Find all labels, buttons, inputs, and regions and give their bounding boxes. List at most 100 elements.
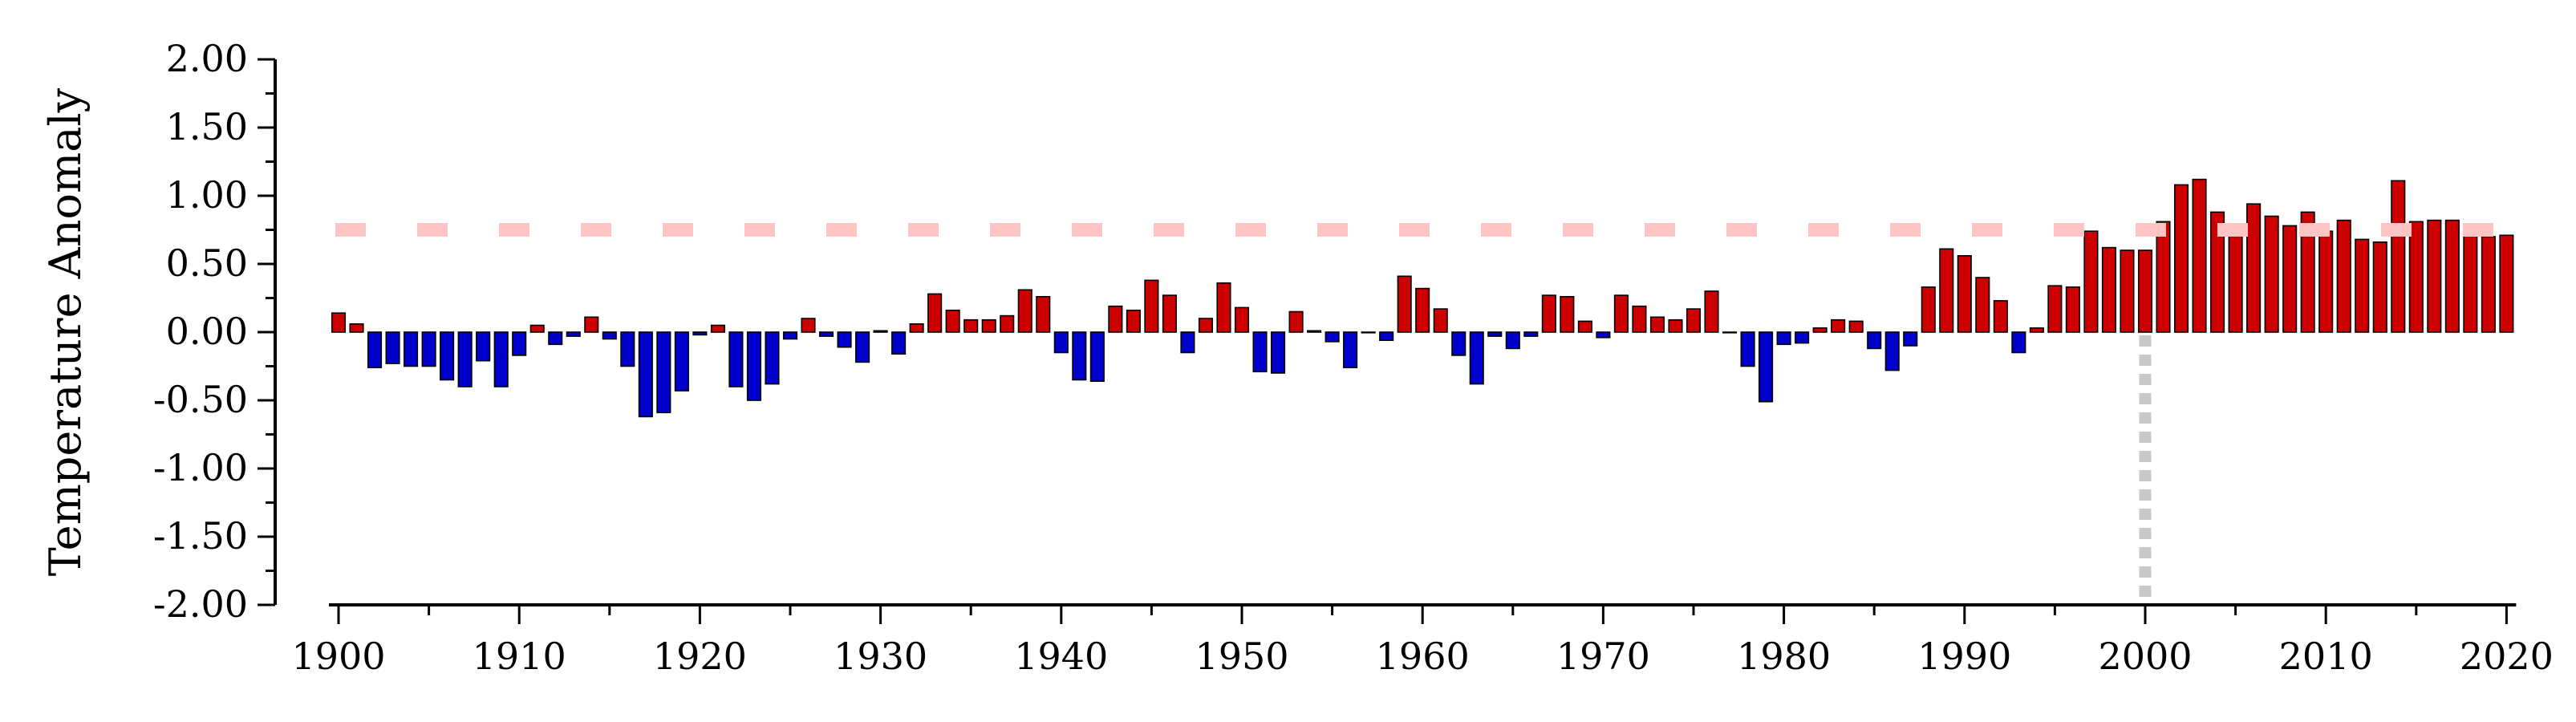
bar-2001 <box>2156 221 2171 333</box>
bar-1930 <box>873 330 888 333</box>
bar-1954 <box>1307 330 1322 333</box>
axes-layer <box>258 58 2517 624</box>
bar-1975 <box>1686 308 1702 333</box>
bar-1947 <box>1180 331 1195 354</box>
bar-1989 <box>1939 248 1954 333</box>
bar-1941 <box>1072 331 1087 381</box>
bar-1933 <box>927 293 943 333</box>
bar-1973 <box>1649 316 1665 333</box>
bar-1966 <box>1523 331 1539 337</box>
bar-1923 <box>746 331 762 401</box>
bar-1950 <box>1234 306 1250 333</box>
x-tick-label: 1920 <box>653 635 747 678</box>
bar-1939 <box>1036 295 1051 333</box>
reference-lines-layer <box>335 223 2513 605</box>
bar-2012 <box>2355 238 2370 333</box>
bar-1971 <box>1613 294 1629 333</box>
bar-1905 <box>421 331 436 367</box>
bar-1964 <box>1487 331 1503 337</box>
bar-1909 <box>493 331 509 387</box>
bar-1965 <box>1505 331 1520 350</box>
bar-1937 <box>1000 314 1015 333</box>
bar-1938 <box>1017 289 1032 333</box>
bar-1963 <box>1469 331 1484 385</box>
bar-1949 <box>1216 282 1231 333</box>
x-tick-label: 1900 <box>291 635 385 678</box>
bar-1976 <box>1704 290 1719 333</box>
bar-1945 <box>1144 279 1159 333</box>
x-tick-label: 1980 <box>1737 635 1831 678</box>
bar-1969 <box>1577 320 1592 333</box>
bar-1956 <box>1343 331 1358 369</box>
bar-1912 <box>548 331 563 346</box>
y-tick-label: 1.50 <box>166 105 248 148</box>
bar-1921 <box>710 324 725 333</box>
bar-1960 <box>1415 287 1430 333</box>
bar-2006 <box>2246 203 2262 333</box>
bar-1991 <box>1975 277 1990 333</box>
bar-1906 <box>440 331 455 381</box>
bar-1981 <box>1795 331 1810 344</box>
bar-1992 <box>1993 300 2008 333</box>
bar-1993 <box>2011 331 2026 354</box>
bar-1914 <box>584 316 599 333</box>
bar-2018 <box>2463 233 2478 333</box>
bar-2009 <box>2300 211 2315 333</box>
x-tick-label: 1910 <box>473 635 566 678</box>
bar-1922 <box>728 331 744 387</box>
bar-2016 <box>2427 219 2442 333</box>
bar-1982 <box>1812 327 1828 333</box>
bar-1932 <box>909 322 924 333</box>
bar-2007 <box>2264 215 2279 333</box>
bar-2008 <box>2282 225 2298 333</box>
y-tick-label: -2.00 <box>153 582 248 626</box>
bar-1919 <box>674 331 689 391</box>
bar-1936 <box>981 318 996 333</box>
bar-1983 <box>1831 318 1846 333</box>
bar-2019 <box>2481 236 2496 333</box>
bar-1994 <box>2029 327 2044 333</box>
bar-2005 <box>2228 230 2243 333</box>
bars-layer <box>331 178 2514 418</box>
x-tick-label: 2010 <box>2279 635 2373 678</box>
y-tick-label: 0.00 <box>166 310 248 353</box>
bar-1925 <box>782 331 798 340</box>
bar-2003 <box>2192 178 2207 333</box>
y-tick-label: -0.50 <box>153 378 248 421</box>
bar-1979 <box>1759 331 1774 403</box>
bar-1968 <box>1560 295 1575 333</box>
bar-1997 <box>2083 230 2099 333</box>
bar-2000 <box>2137 249 2153 333</box>
bar-1988 <box>1921 286 1936 333</box>
bar-1924 <box>765 331 780 385</box>
bar-2010 <box>2318 230 2334 333</box>
bar-2013 <box>2372 241 2387 333</box>
bar-1904 <box>404 331 419 367</box>
y-tick-label: 2.00 <box>166 37 248 80</box>
bar-2017 <box>2444 219 2460 333</box>
bar-1913 <box>566 331 581 337</box>
bar-1918 <box>656 331 671 414</box>
bar-1931 <box>891 331 907 355</box>
bar-1996 <box>2065 286 2080 333</box>
x-tick-label: 1960 <box>1376 635 1470 678</box>
bar-1986 <box>1884 331 1900 371</box>
bar-1961 <box>1433 308 1448 333</box>
bar-1995 <box>2047 285 2063 333</box>
bar-1929 <box>855 331 870 363</box>
bar-1974 <box>1668 318 1683 333</box>
bar-1946 <box>1162 294 1177 333</box>
bar-1952 <box>1270 331 1286 374</box>
x-tick-label: 1940 <box>1014 635 1108 678</box>
bar-1967 <box>1541 294 1556 333</box>
x-tick-label: 1930 <box>834 635 927 678</box>
y-tick-label: 0.50 <box>166 241 248 285</box>
bar-1957 <box>1361 331 1376 334</box>
bar-2020 <box>2499 234 2514 333</box>
bar-1984 <box>1848 320 1864 333</box>
bar-1977 <box>1722 331 1738 334</box>
bar-1903 <box>385 331 400 364</box>
bar-1998 <box>2101 246 2117 333</box>
bar-1959 <box>1397 275 1412 333</box>
x-tick-label: 2020 <box>2460 635 2554 678</box>
